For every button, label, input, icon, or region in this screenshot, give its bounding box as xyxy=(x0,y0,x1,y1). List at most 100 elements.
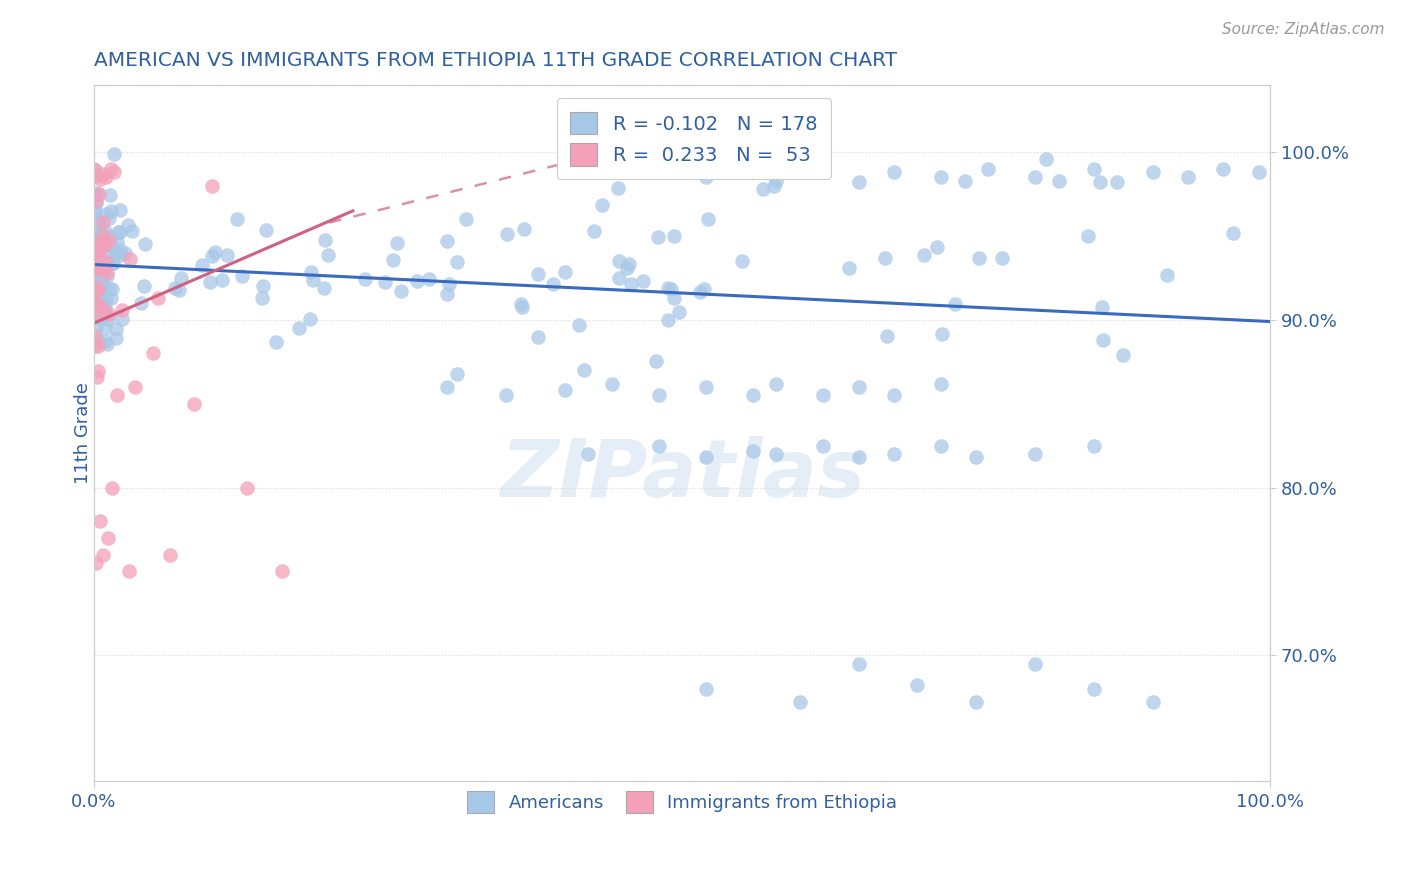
Point xyxy=(657,280,679,294)
Point xyxy=(83,339,105,353)
Point xyxy=(101,256,124,270)
Point xyxy=(657,313,679,327)
Point xyxy=(84,270,107,285)
Point xyxy=(510,297,533,311)
Point xyxy=(751,182,773,196)
Point xyxy=(91,215,114,229)
Point xyxy=(86,241,108,255)
Point xyxy=(1212,161,1234,176)
Point xyxy=(84,163,107,178)
Point xyxy=(87,244,110,259)
Point xyxy=(763,179,786,194)
Point xyxy=(84,262,107,277)
Point xyxy=(965,695,987,709)
Text: ZIPatlas: ZIPatlas xyxy=(499,436,865,514)
Point xyxy=(84,321,107,335)
Point xyxy=(620,277,643,292)
Point xyxy=(84,309,107,323)
Point xyxy=(87,213,110,227)
Point xyxy=(110,248,132,262)
Point xyxy=(169,283,191,297)
Point xyxy=(1142,165,1164,179)
Point xyxy=(89,312,111,326)
Point xyxy=(87,232,110,246)
Point xyxy=(647,388,669,402)
Point xyxy=(86,289,108,303)
Point xyxy=(96,293,118,308)
Point xyxy=(100,291,122,305)
Point xyxy=(84,235,107,250)
Point xyxy=(89,514,111,528)
Point xyxy=(883,447,905,461)
Point xyxy=(381,253,404,268)
Point xyxy=(1047,174,1070,188)
Point xyxy=(84,297,107,311)
Point xyxy=(695,380,717,394)
Point xyxy=(600,376,623,391)
Point xyxy=(90,273,112,287)
Point xyxy=(848,450,870,465)
Point xyxy=(848,175,870,189)
Point xyxy=(91,228,114,243)
Point xyxy=(86,261,108,276)
Point xyxy=(83,284,105,298)
Point xyxy=(1035,152,1057,166)
Point xyxy=(163,281,186,295)
Point xyxy=(89,235,111,249)
Point xyxy=(86,308,108,322)
Point xyxy=(87,338,110,352)
Point xyxy=(90,267,112,281)
Point xyxy=(576,447,599,461)
Point xyxy=(883,165,905,179)
Point xyxy=(86,279,108,293)
Point xyxy=(91,301,114,315)
Point xyxy=(87,283,110,297)
Point xyxy=(86,244,108,259)
Point xyxy=(89,229,111,244)
Point xyxy=(567,318,589,332)
Point xyxy=(953,174,976,188)
Point xyxy=(848,657,870,671)
Point xyxy=(103,147,125,161)
Point xyxy=(100,204,122,219)
Point xyxy=(1156,268,1178,282)
Point xyxy=(103,164,125,178)
Point xyxy=(104,322,127,336)
Point xyxy=(84,283,107,297)
Point xyxy=(86,334,108,348)
Point xyxy=(111,302,134,317)
Point xyxy=(541,277,564,291)
Point xyxy=(84,195,107,210)
Point xyxy=(142,346,165,360)
Y-axis label: 11th Grade: 11th Grade xyxy=(75,382,91,484)
Point xyxy=(1091,333,1114,347)
Point xyxy=(190,258,212,272)
Point xyxy=(513,222,536,236)
Point xyxy=(83,253,105,268)
Point xyxy=(93,224,115,238)
Point xyxy=(86,187,108,202)
Point xyxy=(91,548,114,562)
Point xyxy=(83,161,105,176)
Point xyxy=(89,224,111,238)
Point xyxy=(96,336,118,351)
Point xyxy=(931,326,953,341)
Point xyxy=(129,296,152,310)
Point xyxy=(93,302,115,317)
Legend: Americans, Immigrants from Ethiopia: Americans, Immigrants from Ethiopia xyxy=(457,780,908,824)
Point xyxy=(117,218,139,232)
Point xyxy=(1088,175,1111,189)
Point xyxy=(97,312,120,326)
Point xyxy=(659,281,682,295)
Point xyxy=(200,178,222,193)
Point xyxy=(385,235,408,250)
Point xyxy=(252,291,274,305)
Point xyxy=(929,439,952,453)
Point xyxy=(977,161,1000,176)
Point xyxy=(838,261,860,276)
Point xyxy=(374,275,396,289)
Point xyxy=(91,281,114,295)
Point xyxy=(87,215,110,229)
Point xyxy=(84,240,107,254)
Point xyxy=(103,255,125,269)
